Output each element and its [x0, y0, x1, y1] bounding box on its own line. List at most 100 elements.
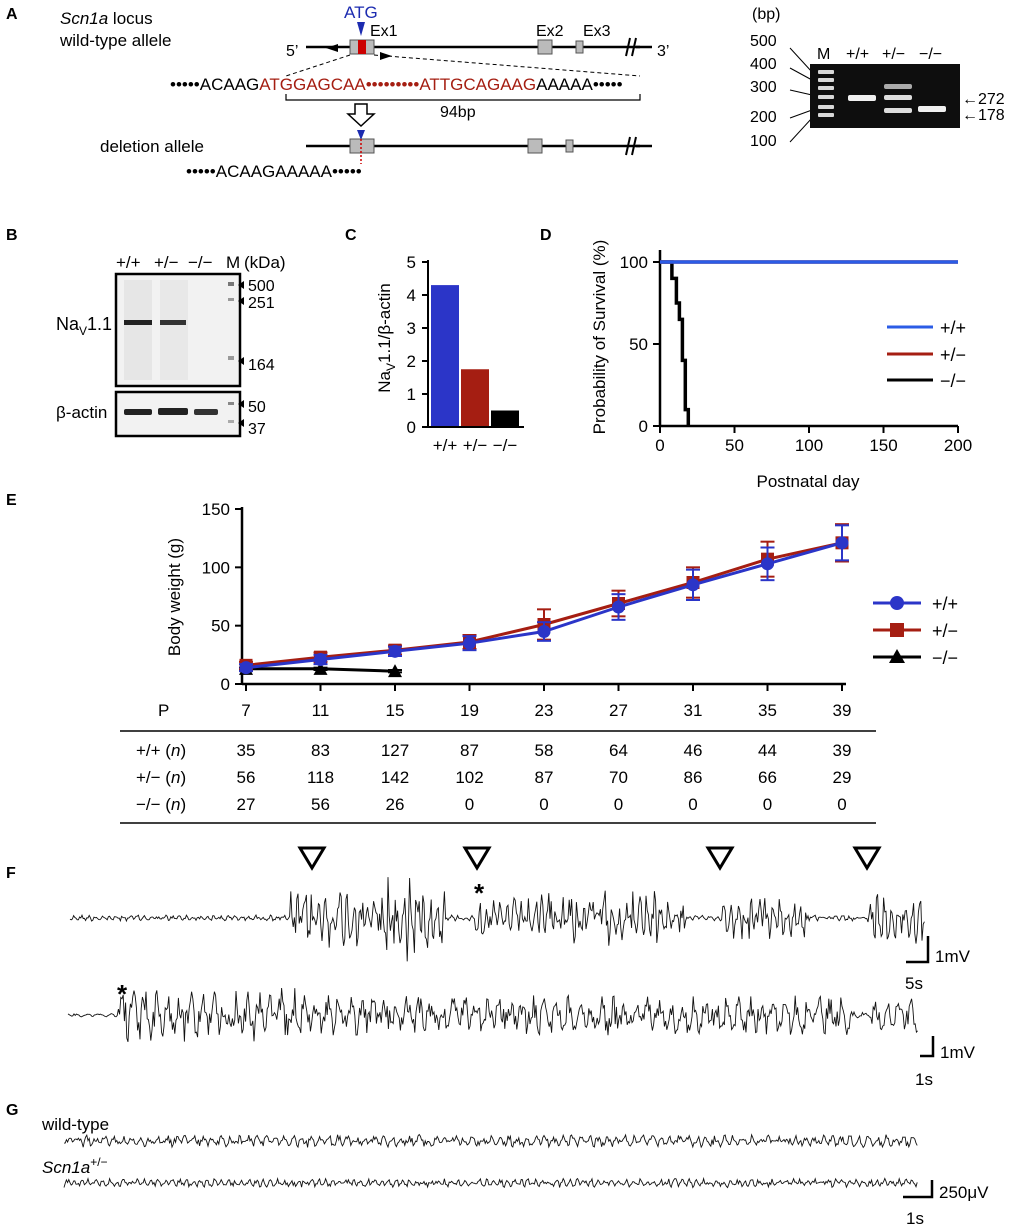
c-bar — [491, 410, 519, 427]
seq-mid-dots: ••••••••• — [366, 75, 420, 94]
table-col-header: 11 — [312, 701, 330, 720]
e-y-tick-label: 0 — [221, 675, 230, 694]
panel-c: C NaV1.1/β-actin 0 1 2 3 4 5 +/+ +/− −/− — [345, 227, 524, 455]
gel-ladder-ticks — [789, 47, 813, 143]
table-cell: 56 — [311, 795, 330, 814]
table-col-header: 19 — [460, 701, 479, 720]
down-arrow-icon — [346, 103, 376, 128]
table-col-header: 27 — [609, 701, 628, 720]
e-axes: 0 50 100 150 — [202, 500, 846, 694]
table-col-header: 23 — [535, 701, 554, 720]
atg-arrow-icon — [357, 22, 365, 36]
table-cell: 35 — [237, 741, 256, 760]
table-row-label: +/− (n) — [136, 768, 186, 787]
panel-label-g: G — [6, 1102, 18, 1119]
table-col-header: 35 — [758, 701, 777, 720]
break-mark — [625, 136, 631, 156]
table-cell: 87 — [460, 741, 479, 760]
c-x-tick-label: +/+ — [433, 436, 458, 455]
wild-type-allele-label: wild-type allele — [59, 31, 172, 50]
scale-bar-1 — [906, 936, 930, 964]
exon3-box — [575, 40, 584, 54]
legend-label: −/− — [932, 648, 958, 668]
marker-arrow-icon — [238, 419, 244, 427]
expansion-line-right — [373, 54, 641, 77]
table-cell: 0 — [614, 795, 623, 814]
d-lines — [660, 260, 958, 426]
table-cell: 86 — [684, 768, 703, 787]
eeg-trace-2 — [67, 987, 918, 1043]
table-cell: 118 — [307, 768, 334, 787]
e-y-axis-label: Body weight (g) — [165, 538, 184, 656]
actin-band — [194, 409, 218, 415]
scale-bar-g — [903, 1180, 934, 1199]
gel-unit: (bp) — [752, 6, 780, 23]
legend-label: +/+ — [940, 318, 966, 338]
open-triangle-icon — [462, 846, 492, 871]
band-arrow: ← — [962, 91, 978, 108]
exon2-label: Ex2 — [536, 23, 564, 40]
d-legend: +/+ +/− −/− — [887, 318, 966, 391]
legend-label: +/− — [932, 621, 958, 641]
table-row-label: −/− (n) — [136, 795, 186, 814]
scale1-voltage: 1mV — [935, 947, 971, 966]
legend-marker-triangle — [889, 649, 905, 663]
exon2-box — [537, 39, 553, 55]
table-cell: 46 — [684, 741, 703, 760]
three-prime-label: 3’ — [657, 43, 669, 60]
exon3-box — [565, 139, 574, 153]
table-cell: 0 — [465, 795, 474, 814]
d-y-tick-label: 100 — [620, 253, 648, 272]
nav11-label: NaV1.1 — [56, 314, 112, 338]
wb-lane-label: +/+ — [116, 253, 141, 272]
panel-label-a: A — [6, 6, 18, 23]
gel-band — [818, 95, 834, 99]
c-bars — [431, 285, 519, 427]
break-mark — [625, 37, 631, 57]
g-scale-time: 1s — [906, 1209, 924, 1228]
g-mutant-label: Scn1a+/− — [42, 1155, 108, 1177]
table-row-label: +/+ (n) — [136, 741, 186, 760]
wb-marker: 50 — [248, 399, 266, 416]
e-series-line — [245, 541, 843, 670]
exon3-label: Ex3 — [583, 23, 611, 40]
gel-band-272 — [848, 95, 876, 101]
wb-marker: 500 — [248, 278, 275, 295]
gel-band-heteroduplex — [884, 84, 912, 89]
d-x-tick-label: 150 — [869, 436, 897, 455]
open-triangle-icon — [705, 846, 735, 871]
table-header-p: P — [158, 701, 169, 720]
legend-label: −/− — [940, 371, 966, 391]
wt-sequence: •••••ACAAGATGGAGCAA•••••••••ATTGCAGAAGAA… — [170, 75, 623, 94]
gel-band — [818, 86, 834, 90]
e-point — [761, 557, 774, 571]
e-point — [388, 644, 402, 658]
exon1-label: Ex1 — [370, 23, 398, 40]
break-mark — [631, 37, 637, 57]
d-x-tick-label: 100 — [795, 436, 823, 455]
gel-band-178 — [884, 108, 912, 113]
table-cell: 26 — [386, 795, 405, 814]
primer-reverse-icon — [380, 52, 392, 60]
expansion-line-left — [285, 54, 351, 77]
actin-band — [158, 408, 188, 415]
panel-label-e: E — [6, 492, 17, 509]
actin-label: β-actin — [56, 403, 107, 422]
asterisk-marker: * — [474, 878, 485, 908]
d-x-axis-label: Postnatal day — [756, 472, 860, 491]
table-cell: 70 — [609, 768, 628, 787]
gel-lane-label: −/− — [919, 46, 942, 63]
c-x-tick-label: +/− — [463, 436, 488, 455]
seizure-markers — [297, 846, 882, 871]
c-bar — [431, 285, 459, 427]
d-y-tick-label: 0 — [639, 417, 648, 436]
exon2-box — [527, 138, 543, 154]
gel-ladder-label: 100 — [750, 133, 777, 150]
gel-band — [818, 78, 834, 82]
gel-lane-label: +/+ — [846, 46, 869, 63]
locus-suffix: locus — [108, 9, 152, 28]
locus-gene: Scn1a — [60, 9, 108, 28]
e-y-tick-label: 150 — [202, 500, 230, 519]
eeg-trace-het — [63, 1176, 918, 1189]
